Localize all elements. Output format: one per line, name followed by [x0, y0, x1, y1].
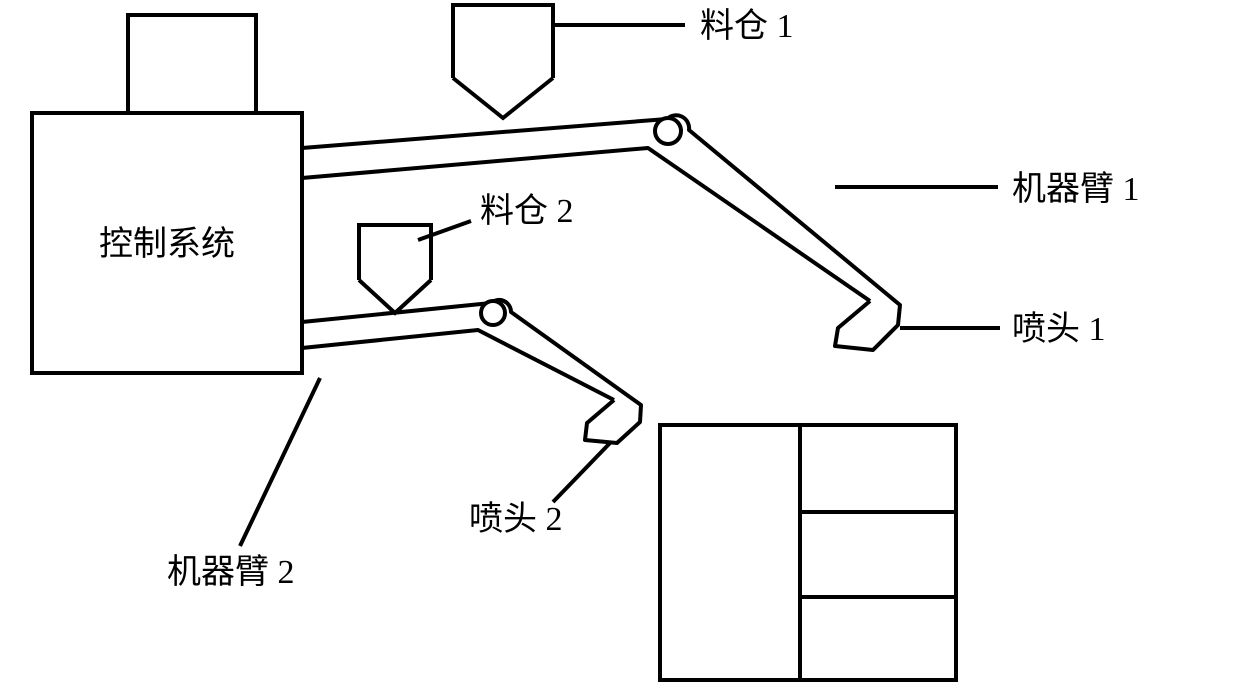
control-system-top-box [128, 15, 256, 113]
nozzle2-leader [553, 443, 610, 502]
arm2-outline-upper [302, 300, 641, 443]
hopper1-body [453, 5, 553, 78]
nozzle1-label: 喷头 1 [1012, 311, 1106, 348]
arm2-outline-lower [302, 330, 614, 400]
arm1-joint [655, 118, 681, 144]
arm2-joint [481, 301, 505, 325]
arm1-label: 机器臂 1 [1012, 170, 1140, 208]
control-system-label: 控制系统 [99, 225, 235, 263]
arm2-leader [240, 378, 320, 546]
output-outer [660, 425, 956, 680]
nozzle2-label: 喷头 2 [469, 501, 563, 538]
hopper1-label: 料仓 1 [700, 7, 794, 45]
arm2-label: 机器臂 2 [167, 553, 295, 591]
hopper2-funnel [359, 280, 431, 313]
hopper2-body [359, 225, 431, 280]
hopper1-funnel [453, 78, 553, 118]
hopper2-label: 料仓 2 [480, 192, 574, 230]
